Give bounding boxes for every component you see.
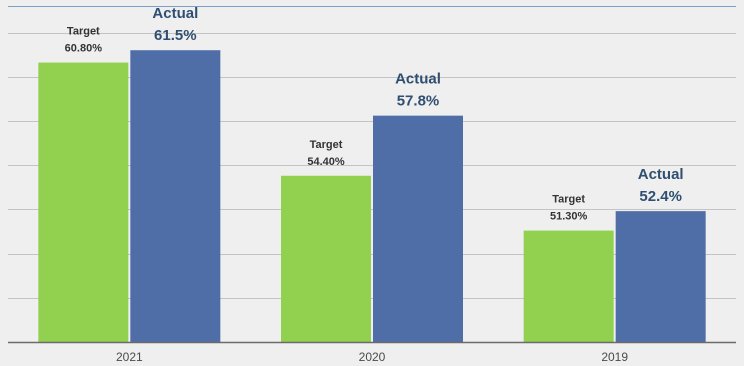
x-tick-label-2020: 2020 <box>359 350 386 364</box>
bar-actual-2021 <box>130 50 221 343</box>
x-axis: 2021 2020 2019 <box>8 6 736 364</box>
label-target-title-2020: Target <box>310 139 343 151</box>
label-actual-value-2020: 57.8% <box>397 93 440 110</box>
label-actual-title-2020: Actual <box>395 71 441 88</box>
bar-target-2020 <box>281 175 371 342</box>
bar-actual-2019 <box>615 211 706 342</box>
gridlines <box>8 33 736 299</box>
x-tick-label-2021: 2021 <box>116 350 143 364</box>
label-target-value-2019: 51.30% <box>550 211 588 223</box>
label-target-title-2019: Target <box>552 194 585 206</box>
label-target-title-2021: Target <box>67 26 100 38</box>
label-actual-title-2021: Actual <box>152 5 198 22</box>
bar-actual-2020 <box>373 115 463 342</box>
label-actual-value-2019: 52.4% <box>639 188 682 205</box>
label-actual-value-2021: 61.5% <box>154 27 197 44</box>
label-target-value-2021: 60.80% <box>65 43 103 55</box>
x-tick-label-2019: 2019 <box>601 350 628 364</box>
data-labels: Target 60.80% Actual 61.5% Target 54.40% Actua… <box>65 5 684 222</box>
bar-target-2019 <box>523 230 614 342</box>
label-target-value-2020: 54.40% <box>307 156 345 168</box>
bar-target-2021 <box>38 62 129 342</box>
label-actual-title-2019: Actual <box>638 166 684 183</box>
bars <box>38 50 706 343</box>
